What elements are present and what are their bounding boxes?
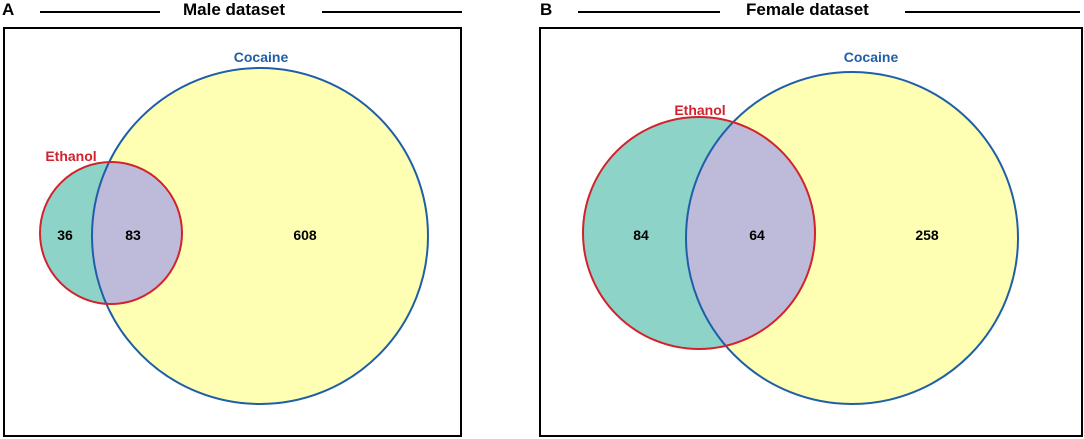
ethanol-outline [582,116,816,350]
panel-letter: A [2,0,15,19]
cocaine-outline [91,67,429,405]
header-rule-right [322,11,462,13]
venn-frame: Cocaine Ethanol 84 64 258 [539,27,1083,437]
panel-female: B Female dataset Cocaine Ethanol 84 64 2… [538,0,1084,439]
ethanol-only-count: 84 [633,227,649,243]
overlap-count: 64 [749,227,765,243]
panel-letter: B [540,0,553,19]
venn-frame: Cocaine Ethanol 36 83 608 [3,27,462,437]
ethanol-outline [39,161,183,305]
cocaine-label: Cocaine [844,49,899,65]
ethanol-label: Ethanol [45,148,96,164]
cocaine-only-count: 258 [915,227,939,243]
panel-title: Male dataset [183,0,286,19]
ethanol-label: Ethanol [674,102,725,118]
cocaine-circle [92,68,428,404]
ethanol-only-count: 36 [57,227,73,243]
overlap-region [92,162,182,304]
header-rule-right [905,11,1080,13]
cocaine-outline [685,71,1019,405]
venn-diagram: Cocaine Ethanol 84 64 258 [582,49,1019,405]
header-rule-left [40,11,160,13]
cocaine-label: Cocaine [234,49,289,65]
venn-diagram: Cocaine Ethanol 36 83 608 [39,49,429,405]
panel-title: Female dataset [746,0,869,19]
cocaine-only-count: 608 [293,227,317,243]
panel-male: A Male dataset Cocaine Ethanol 36 83 608 [2,0,462,437]
overlap-count: 83 [125,227,141,243]
overlap-region [686,117,815,349]
header-rule-left [578,11,720,13]
